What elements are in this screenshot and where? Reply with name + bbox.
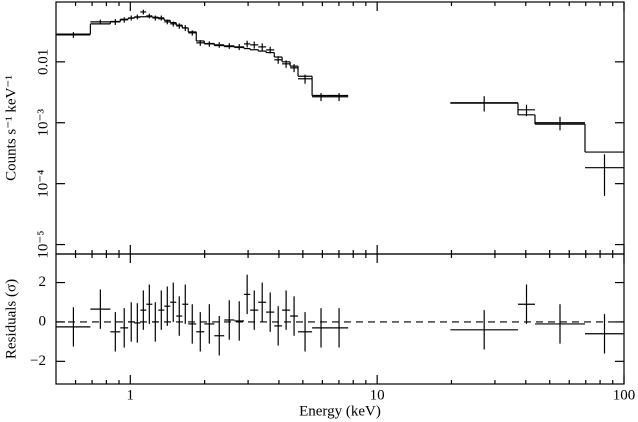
y-tick-label: 2 <box>39 274 47 290</box>
plot-frame <box>55 1 625 255</box>
x-tick-label: 1 <box>127 387 135 403</box>
x-axis-label: Energy (keV) <box>299 403 381 419</box>
y-axis-label: Counts s⁻¹ keV⁻¹ <box>3 75 19 181</box>
x-tick-label: 100 <box>613 387 636 403</box>
y-axis-label: Residuals (σ) <box>3 279 19 359</box>
y-tick-label: 10⁻⁴ <box>35 170 51 198</box>
y-tick-label: 10⁻⁵ <box>35 230 51 258</box>
x-tick-label: 10 <box>370 387 385 403</box>
y-tick-label: 10⁻³ <box>35 109 51 137</box>
plot-frame <box>55 253 625 385</box>
y-tick-label: 0 <box>39 313 47 329</box>
y-tick-label: −2 <box>30 353 46 369</box>
y-tick-label: 0.01 <box>35 49 51 75</box>
